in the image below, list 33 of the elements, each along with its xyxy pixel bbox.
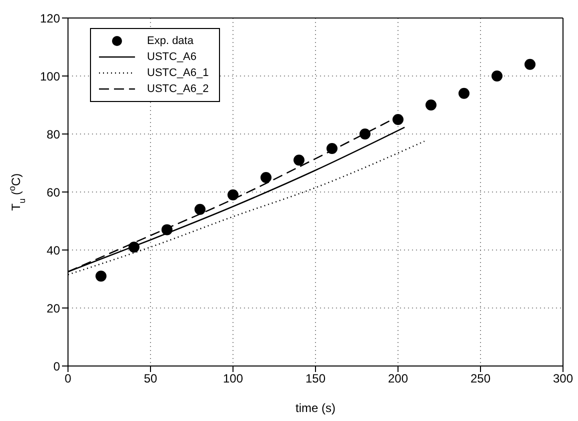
y-tick-label: 120 [40, 11, 60, 26]
x-tick-label: 0 [64, 372, 72, 386]
x-tick-label: 200 [388, 372, 408, 386]
y-tick-label: 100 [40, 69, 60, 84]
point [162, 224, 172, 236]
x-tick-label: 300 [552, 372, 574, 386]
point [360, 128, 370, 140]
legend-label: USTC_A6 [147, 51, 197, 63]
y-tick-label: 20 [46, 301, 60, 316]
legend-label: Exp. data [147, 35, 194, 47]
legend-label: USTC_A6_2 [147, 83, 209, 95]
point [128, 242, 140, 253]
x-tick-label: 100 [222, 372, 244, 386]
y-tick-label: 60 [46, 185, 60, 200]
x-tick-label: 150 [305, 372, 326, 386]
point [524, 58, 536, 70]
y-tick-label: 80 [46, 127, 60, 142]
x-axis-title: time (s) [296, 401, 336, 415]
y-tick-label: 40 [46, 243, 60, 258]
y-tick-label: 0 [53, 359, 60, 374]
point [492, 70, 502, 82]
point [260, 172, 272, 183]
point [458, 88, 470, 99]
point [392, 114, 404, 125]
point [426, 100, 436, 110]
legend-label: USTC_A6_1 [147, 67, 209, 79]
point [294, 154, 304, 166]
point [194, 204, 206, 215]
point [326, 143, 338, 154]
point [228, 189, 238, 200]
x-tick-label: 250 [470, 372, 491, 386]
x-tick-label: 50 [144, 372, 158, 386]
point [96, 270, 106, 282]
